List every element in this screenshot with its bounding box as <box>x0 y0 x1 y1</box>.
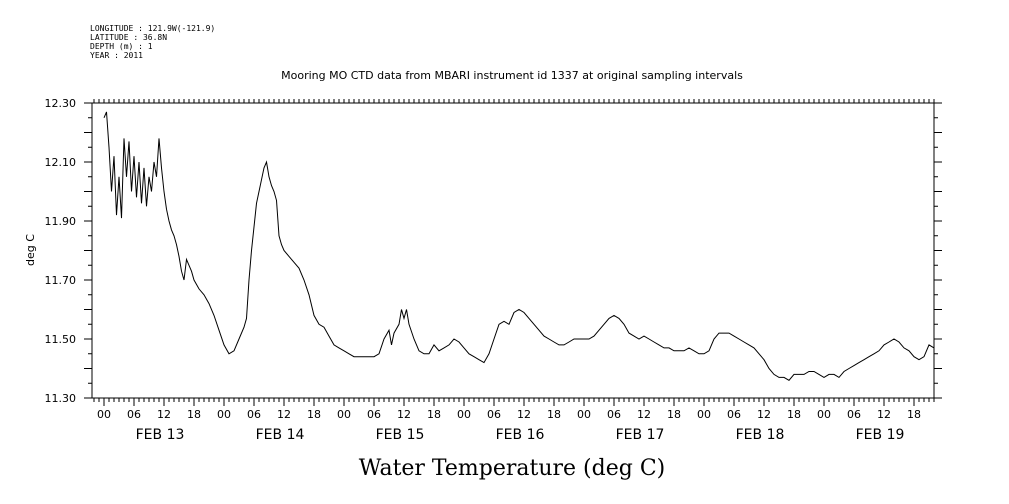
x-tick-label: 00 <box>457 408 471 421</box>
x-tick-label: 06 <box>607 408 621 421</box>
latitude-label: LATITUDE : 36.8N <box>90 33 167 42</box>
chart-title: Mooring MO CTD data from MBARI instrumen… <box>281 69 743 82</box>
x-axis-label: Water Temperature (deg C) <box>359 456 666 481</box>
plot-frame <box>91 102 935 399</box>
day-labels: FEB 13 FEB 14 FEB 15 FEB 16 FEB 17 FEB 18 FEB … <box>136 427 905 443</box>
day-label: FEB 15 <box>376 427 425 443</box>
x-tick-label: 12 <box>877 408 891 421</box>
x-tick-label: 12 <box>157 408 171 421</box>
series-line <box>103 111 935 396</box>
x-tick-label: 12 <box>517 408 531 421</box>
x-tick-label: 06 <box>847 408 861 421</box>
y-axis-label: deg C <box>24 234 37 266</box>
x-tick-label: 12 <box>637 408 651 421</box>
x-tick-label: 06 <box>727 408 741 421</box>
x-tick-label: 00 <box>697 408 711 421</box>
x-tick-label: 12 <box>757 408 771 421</box>
year-label: YEAR : 2011 <box>90 51 143 60</box>
x-tick-label: 18 <box>787 408 801 421</box>
y-tick-label: 11.70 <box>45 274 77 287</box>
x-tick-label: 12 <box>277 408 291 421</box>
x-tick-labels: 00 06 12 18 00 06 12 18 00 06 12 18 00 06 12 18 00 06 12 18… <box>97 408 921 421</box>
x-tick-label: 06 <box>127 408 141 421</box>
x-tick-label: 06 <box>487 408 501 421</box>
x-tick-label: 06 <box>367 408 381 421</box>
day-label: FEB 16 <box>496 427 545 443</box>
x-tick-label: 18 <box>427 408 441 421</box>
x-tick-label: 18 <box>187 408 201 421</box>
x-tick-label: 12 <box>397 408 411 421</box>
y-tick-label: 12.30 <box>45 97 77 110</box>
x-tick-label: 06 <box>247 408 261 421</box>
day-label: FEB 13 <box>136 427 185 443</box>
depth-label: DEPTH (m) : 1 <box>90 42 153 51</box>
day-label: FEB 19 <box>856 427 905 443</box>
x-tick-label: 00 <box>97 408 111 421</box>
y-tick-label: 11.50 <box>45 333 77 346</box>
x-tick-label: 18 <box>667 408 681 421</box>
x-tick-label: 18 <box>547 408 561 421</box>
day-label: FEB 14 <box>256 427 305 443</box>
day-label: FEB 18 <box>736 427 785 443</box>
y-tick-label: 11.30 <box>45 392 77 405</box>
y-tick-label: 11.90 <box>45 215 77 228</box>
x-tick-label: 18 <box>307 408 321 421</box>
y-tick-label: 12.10 <box>45 156 77 169</box>
x-tick-label: 00 <box>217 408 231 421</box>
longitude-label: LONGITUDE : 121.9W(-121.9) <box>90 24 215 33</box>
y-tick-labels: 11.30 11.50 11.70 11.90 12.10 12.30 <box>45 97 77 405</box>
tick-marks <box>84 99 942 406</box>
day-label: FEB 17 <box>616 427 665 443</box>
x-tick-label: 00 <box>577 408 591 421</box>
x-tick-label: 00 <box>817 408 831 421</box>
x-tick-label: 18 <box>907 408 921 421</box>
x-tick-label: 00 <box>337 408 351 421</box>
